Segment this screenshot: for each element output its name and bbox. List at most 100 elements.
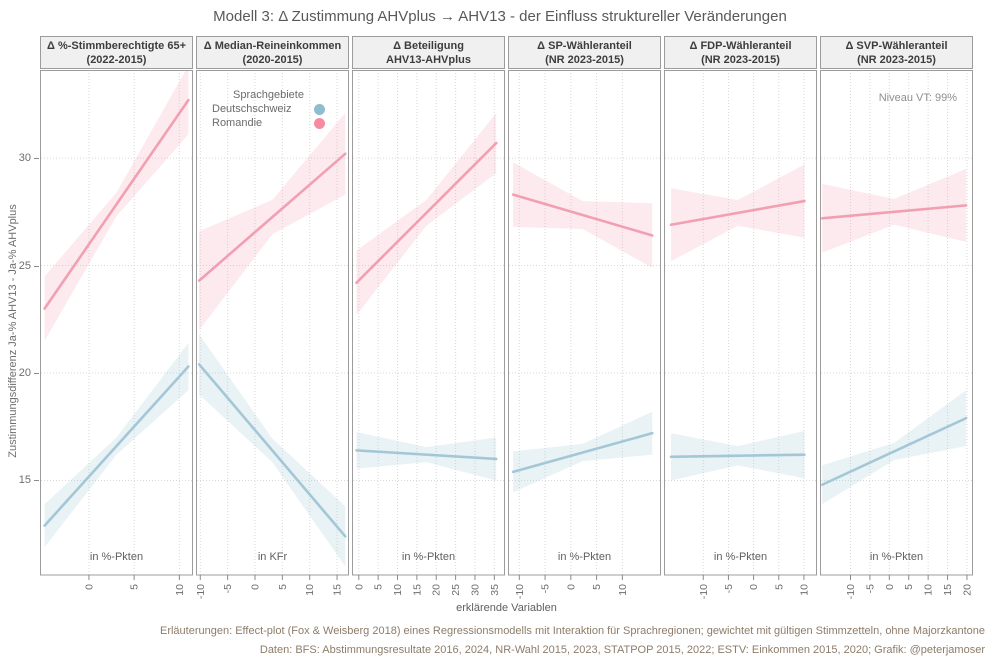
x-tick-label: 5 bbox=[277, 584, 289, 590]
x-tick-label: -10 bbox=[514, 584, 526, 599]
chart-title: Modell 3: Δ Zustimmung AHVplus → AHV13 -… bbox=[213, 8, 787, 25]
facet-panels: Δ %-Stimmberechtigte 65+ (2022-2015) 0 5 10 i… bbox=[40, 36, 973, 605]
x-tick-label: 0 bbox=[748, 584, 760, 590]
facet-panel: Δ SVP-Wähleranteil (NR 2023-2015) -10 -5 0 5 1… bbox=[820, 36, 973, 605]
x-tick-label: 0 bbox=[83, 584, 95, 590]
caption-line-1: Erläuterungen: Effect-plot (Fox & Weisbe… bbox=[159, 625, 985, 637]
panel-background bbox=[665, 70, 816, 575]
facet-panel: Δ Beteiligung AHV13-AHVplus 0 5 10 15 20 25 30 35… bbox=[352, 36, 505, 605]
facet-strip-text: (NR 2023-2015) bbox=[545, 54, 624, 66]
caption: Erläuterungen: Effect-plot (Fox & Weisbe… bbox=[85, 622, 985, 660]
facet-panel: Δ FDP-Wähleranteil (NR 2023-2015) -10 -5 0 5 1… bbox=[664, 36, 817, 605]
caption-line-2: Daten: BFS: Abstimmungsresultate 2016, 2… bbox=[259, 644, 985, 656]
x-tick-label: -5 bbox=[864, 584, 876, 593]
y-tick-label: 15 bbox=[18, 474, 31, 487]
trend-line-deutschschweiz bbox=[197, 363, 347, 538]
x-tick-label: 20 bbox=[961, 584, 973, 596]
legend-label: Romandie bbox=[212, 116, 263, 129]
x-axis-title: erklärende Variablen bbox=[456, 602, 557, 614]
y-tick-mark bbox=[34, 265, 39, 267]
x-tick-label: 10 bbox=[617, 584, 629, 596]
unit-label: in %-Pkten bbox=[713, 551, 768, 563]
panel-plot: -10 -5 0 5 10 bbox=[508, 70, 661, 599]
facet-strip: Δ %-Stimmberechtigte 65+ (2022-2015) bbox=[40, 36, 193, 69]
confidence-band-deutschschweiz bbox=[356, 432, 497, 481]
legend-item-deutschschweiz: Deutschschweiz bbox=[212, 102, 325, 116]
panel-border bbox=[352, 70, 505, 576]
y-tick-mark bbox=[34, 158, 39, 160]
x-tick-label: 0 bbox=[249, 584, 261, 590]
x-tick-label: -10 bbox=[196, 584, 207, 599]
x-tick-label: 15 bbox=[411, 584, 423, 596]
facet-panel: Δ %-Stimmberechtigte 65+ (2022-2015) 0 5 10 i… bbox=[40, 36, 193, 605]
y-tick-label: 25 bbox=[18, 259, 31, 272]
panel-border bbox=[664, 70, 817, 576]
x-tick-label: 15 bbox=[332, 584, 344, 596]
y-tick-label: 20 bbox=[18, 367, 31, 379]
x-tick-label: 0 bbox=[565, 584, 577, 590]
legend-dot-deutschschweiz-icon bbox=[314, 103, 325, 115]
panel-plot: 0 5 10 15 20 25 30 35 bbox=[352, 70, 505, 596]
panel-border bbox=[508, 70, 661, 576]
legend-label: Deutschschweiz bbox=[212, 102, 292, 115]
facet-strip-text: (NR 2023-2015) bbox=[701, 54, 780, 66]
facet-strip-text: (2022-2015) bbox=[86, 54, 147, 66]
panel-plot: -10 -5 0 5 10 bbox=[664, 70, 817, 599]
facet-panel: Δ SP-Wähleranteil (NR 2023-2015) -10 -5 0 5 10… bbox=[508, 36, 661, 605]
x-tick-label: 5 bbox=[129, 584, 141, 590]
panel-plot: -10 -5 0 5 10 15 bbox=[196, 70, 349, 599]
x-tick-label: -5 bbox=[540, 584, 552, 593]
unit-label: in %-Pkten bbox=[401, 551, 456, 563]
facet-strip-text: (NR 2023-2015) bbox=[857, 54, 936, 66]
confidence-level-annotation: Niveau VT: 99% bbox=[878, 92, 957, 104]
facet-strip-text: Δ %-Stimmberechtigte 65+ bbox=[46, 40, 187, 52]
x-tick-label: -5 bbox=[222, 584, 234, 593]
x-tick-label: 25 bbox=[450, 584, 462, 596]
panel-plot: -10 -5 0 5 10 15 20 bbox=[820, 70, 973, 599]
unit-label: in KFr bbox=[257, 551, 288, 563]
legend-dot-romandie-icon bbox=[314, 117, 325, 129]
facet-strip-text: Δ Beteiligung bbox=[393, 40, 464, 52]
x-tick-label: 35 bbox=[489, 584, 501, 596]
confidence-band-deutschschweiz bbox=[822, 390, 967, 505]
x-tick-label: 5 bbox=[373, 584, 385, 590]
x-tick-label: -10 bbox=[845, 584, 857, 599]
panel-plot: 0 5 10 bbox=[40, 70, 193, 596]
confidence-band-romandie bbox=[199, 112, 346, 331]
trend-line-romandie bbox=[820, 204, 968, 220]
unit-label: in %-Pkten bbox=[557, 551, 612, 563]
panel-background bbox=[197, 70, 348, 575]
y-tick-mark bbox=[34, 373, 39, 374]
x-tick-label: 0 bbox=[353, 584, 365, 590]
facet-strip: Δ SVP-Wähleranteil (NR 2023-2015) bbox=[820, 36, 973, 69]
trend-line-romandie bbox=[197, 152, 347, 282]
unit-label: in %-Pkten bbox=[869, 551, 924, 563]
y-tick-mark bbox=[34, 480, 39, 482]
facet-strip-text: Δ Median-Reineinkommen bbox=[203, 40, 342, 52]
trend-line-romandie bbox=[355, 141, 498, 285]
panel-background bbox=[509, 70, 660, 575]
facet-strip-text: AHV13-AHVplus bbox=[386, 54, 471, 66]
legend-title: Sprachgebiete bbox=[233, 89, 304, 101]
trend-line-deutschschweiz bbox=[43, 365, 190, 527]
panel-background bbox=[41, 70, 192, 575]
x-tick-label: 10 bbox=[923, 584, 935, 596]
x-tick-label: 10 bbox=[392, 584, 404, 596]
trend-line-romandie bbox=[511, 193, 654, 237]
facet-strip-text: (2020-2015) bbox=[242, 54, 303, 66]
unit-label: in %-Pkten bbox=[89, 551, 144, 563]
trend-line-deutschschweiz bbox=[355, 449, 498, 461]
x-tick-label: 15 bbox=[942, 584, 954, 596]
x-tick-label: 10 bbox=[798, 584, 810, 596]
trend-line-deutschschweiz bbox=[669, 453, 806, 459]
x-tick-label: 5 bbox=[773, 584, 785, 590]
x-tick-label: 0 bbox=[884, 584, 896, 590]
facet-strip: Δ Median-Reineinkommen (2020-2015) bbox=[196, 36, 349, 69]
facet-panel: Δ Median-Reineinkommen (2020-2015) -10 -5 0 5… bbox=[196, 36, 349, 605]
x-tick-label: 20 bbox=[431, 584, 443, 596]
x-tick-label: -5 bbox=[723, 584, 735, 593]
facet-strip-text: Δ FDP-Wähleranteil bbox=[689, 40, 792, 52]
panel-border bbox=[40, 70, 193, 576]
facet-strip: Δ Beteiligung AHV13-AHVplus bbox=[352, 36, 505, 69]
